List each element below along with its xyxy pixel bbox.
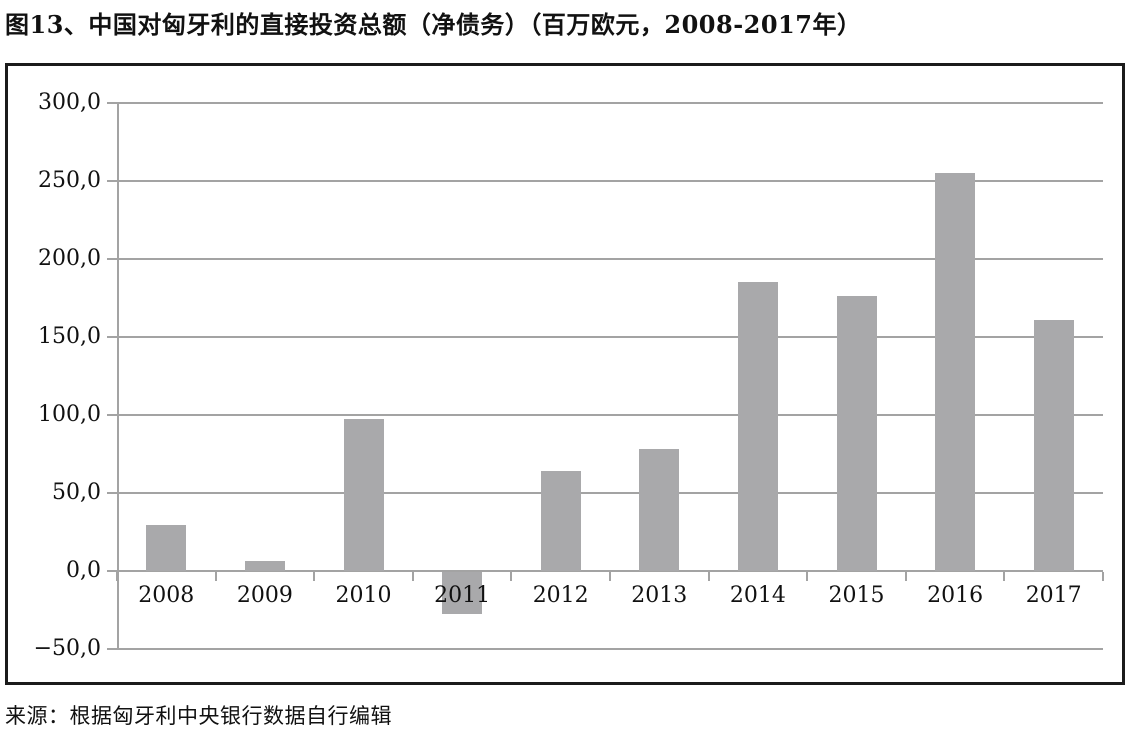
source-note: 来源：根据匈牙利中央银行数据自行编辑: [5, 704, 392, 728]
x-axis-label: 2012: [532, 583, 589, 608]
x-axis-tick: [411, 571, 414, 581]
figure-title: 图13、中国对匈牙利的直接投资总额（净债务）（百万欧元，2008-2017年）: [5, 10, 862, 39]
bar-2013: [639, 449, 680, 571]
gridline: [117, 491, 1103, 494]
y-axis-tick: [107, 102, 117, 104]
y-axis-tick: [107, 647, 117, 650]
x-axis-tick: [806, 571, 809, 581]
x-axis-tick: [707, 571, 710, 581]
bar-2012: [540, 470, 581, 571]
y-axis-label: 150,0: [38, 323, 101, 349]
x-axis-label: 2008: [138, 583, 195, 608]
bar-2010: [343, 419, 384, 571]
x-axis-tick: [1003, 571, 1006, 581]
gridline: [117, 102, 1103, 104]
bar-2014: [737, 282, 778, 571]
y-axis-tick: [107, 257, 117, 260]
y-axis-tick: [107, 491, 117, 494]
x-axis-label: 2013: [631, 583, 688, 608]
gridline: [117, 413, 1103, 416]
x-axis-tick: [116, 571, 118, 581]
x-axis-tick: [904, 571, 907, 581]
y-axis-label: 200,0: [38, 245, 101, 271]
y-axis-tick: [107, 413, 117, 416]
y-axis: [117, 103, 119, 649]
y-axis-tick: [107, 179, 117, 182]
y-axis-label: 300,0: [38, 90, 101, 115]
bar-2017: [1033, 319, 1074, 571]
bar-2015: [836, 296, 877, 571]
gridline: [117, 647, 1103, 650]
x-axis-label: 2011: [434, 583, 491, 608]
gridline: [117, 569, 1103, 572]
chart-frame: 300,0 250,0 200,0 150,0 100,0 50,0 0,0 −50,0 200…: [5, 63, 1125, 685]
bar-2009: [244, 561, 285, 571]
x-axis-label: 2015: [828, 583, 885, 608]
bar-2011: [442, 571, 483, 614]
y-axis-tick: [107, 335, 117, 338]
y-axis-label: 50,0: [52, 479, 101, 505]
y-axis-label: −50,0: [33, 635, 101, 661]
x-axis-label: 2016: [927, 583, 984, 608]
x-axis-tick: [1102, 571, 1104, 581]
x-axis-tick: [609, 571, 611, 581]
bar-2008: [146, 525, 187, 571]
x-axis-label: 2010: [335, 583, 392, 608]
gridline: [117, 179, 1103, 182]
x-axis-tick: [313, 571, 316, 581]
x-axis-tick: [214, 571, 217, 581]
gridline: [117, 335, 1103, 338]
y-axis-label: 100,0: [38, 401, 101, 427]
y-axis-label: 250,0: [38, 167, 101, 193]
gridline: [117, 257, 1103, 260]
x-axis-tick: [510, 571, 513, 581]
y-axis-tick: [107, 569, 117, 572]
bar-2016: [935, 173, 976, 571]
x-axis-label: 2014: [729, 583, 786, 608]
y-axis-label: 0,0: [66, 557, 101, 583]
x-axis-label: 2009: [236, 583, 293, 608]
x-axis-label: 2017: [1025, 583, 1082, 608]
